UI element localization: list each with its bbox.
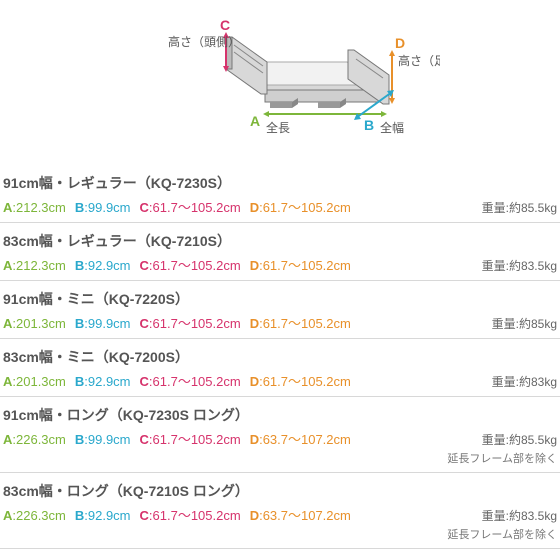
spec-note: 延長フレーム部を除く [3,526,557,542]
label-c: 高さ（頭側） [168,34,240,49]
spec-dimensions-row: A:201.3cm B:99.9cm C:61.7〜105.2cm D:61.7〜10… [3,313,557,332]
dim-letter-a: A [250,113,260,129]
dim-letter-d: D [395,35,405,51]
dimension-b: B:99.9cm [75,432,131,447]
dimension-b: B:99.9cm [75,316,131,331]
spec-weight: 重量:約83.5kg [482,257,557,274]
spec-title: 83cm幅・レギュラー（KQ-7210S） [3,231,557,251]
spec-block: 83cm幅・ロング（KQ-7210S ロング） A:226.3cm B:92.9cm… [0,473,560,549]
spec-weight: 重量:約85kg [492,315,557,332]
spec-weight: 重量:約83.5kg [482,507,557,524]
spec-dimensions-row: A:212.3cm B:92.9cm C:61.7〜105.2cm D:61.7〜10… [3,255,557,274]
dimension-d: D:61.7〜105.2cm [250,255,351,274]
spec-title: 91cm幅・ロング（KQ-7230S ロング） [3,405,557,425]
dim-letter-b: B [364,117,374,133]
label-a: 全長 [266,120,290,135]
dimension-c: C:61.7〜105.2cm [140,255,241,274]
spec-list: 91cm幅・レギュラー（KQ-7230S） A:212.3cm B:99.9cm C:… [0,165,560,549]
bed-dimension-diagram: C 高さ（頭側） D 高さ（足側） A 全長 B 全幅 [120,10,440,150]
dimension-a: A:226.3cm [3,508,66,523]
dimension-d: D:61.7〜105.2cm [250,313,351,332]
dimension-b: B:92.9cm [75,374,131,389]
dimension-c: C:61.7〜105.2cm [140,429,241,448]
dimension-b: B:99.9cm [75,200,131,215]
spec-weight: 重量:約85.5kg [482,431,557,448]
spec-block: 91cm幅・ロング（KQ-7230S ロング） A:226.3cm B:99.9cm… [0,397,560,473]
dimension-c: C:61.7〜105.2cm [140,313,241,332]
label-d: 高さ（足側） [398,53,440,68]
dimension-b: B:92.9cm [75,258,131,273]
dimension-d: D:61.7〜105.2cm [250,371,351,390]
dim-letter-c: C [220,17,230,33]
bed-foot [318,102,340,108]
spec-dimensions-row: A:201.3cm B:92.9cm C:61.7〜105.2cm D:61.7〜10… [3,371,557,390]
spec-title: 83cm幅・ロング（KQ-7210S ロング） [3,481,557,501]
dimension-b: B:92.9cm [75,508,131,523]
dimension-d: D:63.7〜107.2cm [250,429,351,448]
spec-note: 延長フレーム部を除く [3,450,557,466]
spec-title: 83cm幅・ミニ（KQ-7200S） [3,347,557,367]
spec-title: 91cm幅・レギュラー（KQ-7230S） [3,173,557,193]
spec-title: 91cm幅・ミニ（KQ-7220S） [3,289,557,309]
dimension-c: C:61.7〜105.2cm [140,371,241,390]
dimension-a: A:226.3cm [3,432,66,447]
dimension-a: A:201.3cm [3,374,66,389]
dimension-a: A:201.3cm [3,316,66,331]
spec-weight: 重量:約85.5kg [482,199,557,216]
dimension-d: D:61.7〜105.2cm [250,197,351,216]
spec-block: 83cm幅・ミニ（KQ-7200S） A:201.3cm B:92.9cm C:61.… [0,339,560,397]
bed-foot [270,102,292,108]
spec-dimensions-row: A:226.3cm B:99.9cm C:61.7〜105.2cm D:63.7〜10… [3,429,557,448]
dimension-a: A:212.3cm [3,258,66,273]
spec-weight: 重量:約83kg [492,373,557,390]
spec-block: 91cm幅・レギュラー（KQ-7230S） A:212.3cm B:99.9cm C:… [0,165,560,223]
dimension-a: A:212.3cm [3,200,66,215]
spec-dimensions-row: A:212.3cm B:99.9cm C:61.7〜105.2cm D:61.7〜10… [3,197,557,216]
spec-block: 91cm幅・ミニ（KQ-7220S） A:201.3cm B:99.9cm C:61.… [0,281,560,339]
dimension-c: C:61.7〜105.2cm [140,197,241,216]
spec-block: 83cm幅・レギュラー（KQ-7210S） A:212.3cm B:92.9cm C:… [0,223,560,281]
label-b: 全幅 [380,120,404,135]
